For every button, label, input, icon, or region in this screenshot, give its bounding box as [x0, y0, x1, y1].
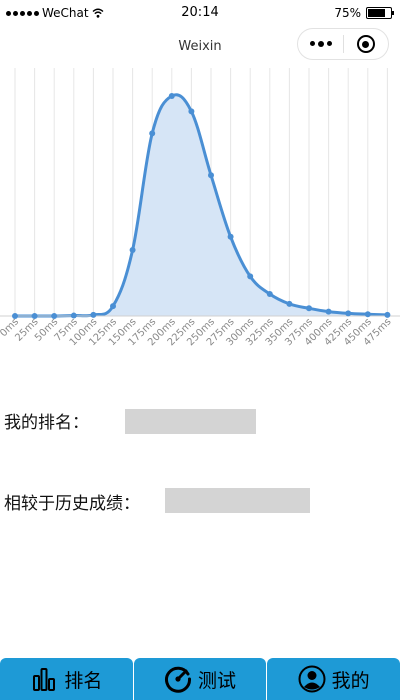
my-rank-value	[125, 409, 256, 434]
latency-chart: 0ms 25ms 50ms 75ms 100ms 125ms 150ms 175ms 200ms…	[0, 68, 400, 352]
battery-fill	[368, 9, 385, 17]
data-point	[247, 273, 253, 279]
data-point	[286, 301, 292, 307]
tab-test[interactable]: 测试	[134, 658, 267, 700]
more-dots-icon[interactable]	[298, 41, 343, 47]
close-button[interactable]	[344, 35, 388, 53]
data-point	[169, 93, 175, 99]
data-point	[345, 310, 351, 316]
nav-bar: Weixin	[0, 28, 400, 68]
data-point	[188, 108, 194, 114]
data-point	[306, 305, 312, 311]
data-point	[326, 309, 332, 315]
data-point	[130, 247, 136, 253]
data-point	[208, 172, 214, 178]
status-right: 75%	[334, 6, 392, 20]
tab-mine[interactable]: 我的	[267, 658, 400, 700]
data-point	[228, 234, 234, 240]
battery-icon	[366, 7, 392, 19]
capsule-menu	[297, 28, 389, 60]
tab-ranking-label: 排名	[64, 666, 102, 693]
chart-svg: 0ms25ms50ms75ms100ms125ms150ms175ms200ms…	[0, 68, 400, 352]
tab-ranking[interactable]: 排名	[0, 658, 133, 700]
battery-percent: 75%	[334, 6, 361, 20]
series-area	[15, 95, 387, 316]
data-point	[267, 291, 273, 297]
history-compare-value	[165, 488, 310, 513]
tab-test-label: 测试	[198, 666, 236, 693]
speedometer-icon	[164, 665, 192, 693]
history-compare-label: 相较于历史成绩：	[4, 489, 140, 514]
data-point	[149, 130, 155, 136]
my-rank-label: 我的排名：	[4, 408, 89, 433]
tab-bar: 排名 测试 我的	[0, 658, 400, 700]
bar-chart-icon	[30, 665, 58, 693]
status-bar: WeChat 20:14 75%	[0, 0, 400, 28]
user-avatar-icon	[298, 665, 326, 693]
data-point	[110, 303, 116, 309]
target-circle-icon	[357, 35, 375, 53]
tab-mine-label: 我的	[332, 666, 370, 693]
